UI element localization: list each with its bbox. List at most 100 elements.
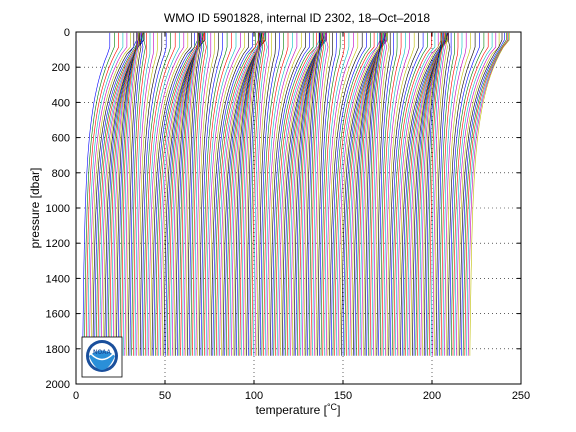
y-tick-label: 600 [52, 133, 70, 145]
profile-line [415, 32, 446, 356]
profile-line [264, 32, 293, 356]
profile-line [442, 32, 463, 356]
profile-line [227, 32, 266, 356]
profile-line [226, 32, 267, 356]
profile-line [254, 32, 269, 356]
profile-line [467, 32, 510, 356]
chart-title: WMO ID 5901828, internal ID 2302, 18–Oct… [164, 11, 430, 25]
profile-line [248, 32, 262, 356]
profile-line [363, 32, 381, 356]
y-tick-label: 1400 [46, 273, 70, 285]
y-tick-label: 1800 [46, 344, 70, 356]
profile-line [85, 32, 119, 356]
profile-line [405, 32, 449, 356]
y-tick-label: 0 [64, 27, 70, 39]
profile-line [182, 32, 198, 356]
y-tick-label: 200 [52, 62, 70, 74]
profile-line [275, 32, 317, 356]
profile-line [412, 32, 448, 356]
profile-line [418, 32, 444, 356]
profile-line [329, 32, 363, 356]
profile-line [178, 32, 200, 356]
profile-line [396, 32, 439, 356]
profile-line [283, 32, 327, 356]
profile-line [82, 32, 111, 356]
profile-line [188, 32, 203, 356]
profile-line [324, 32, 350, 356]
profile-line [403, 32, 448, 356]
x-tick-label: 100 [245, 390, 263, 402]
profile-line [119, 32, 137, 356]
profile-line [435, 32, 451, 356]
profile-line [89, 32, 128, 356]
profile-line [462, 32, 507, 356]
profile-line [217, 32, 262, 356]
profile-line [84, 32, 115, 356]
profile-line [307, 32, 322, 356]
profile-line [364, 32, 381, 356]
profile-line [102, 32, 145, 356]
profile-line [302, 32, 320, 356]
noaa-logo: NOAA [81, 336, 123, 378]
profile-line [222, 32, 266, 356]
profile-line [290, 32, 327, 356]
profile-line [327, 32, 359, 356]
profile-line [430, 32, 445, 356]
profile-line [99, 32, 143, 356]
profile-line [87, 32, 124, 356]
profile-line [344, 32, 388, 356]
profile-line [195, 32, 212, 356]
profile-line [143, 32, 171, 356]
profile-line [116, 32, 139, 356]
profile-line [131, 32, 146, 356]
profile-line [214, 32, 256, 356]
profile-line [251, 32, 266, 356]
profile-line [373, 32, 387, 356]
profile-line [395, 32, 436, 356]
profile-line [200, 32, 223, 356]
profile-line [393, 32, 432, 356]
profile-line [249, 32, 264, 356]
profile-line [266, 32, 298, 356]
profile-line [300, 32, 322, 356]
profile-line [359, 32, 383, 356]
profile-line [171, 32, 203, 356]
profile-line [315, 32, 330, 356]
profile-line [339, 32, 383, 356]
profile-line [183, 32, 199, 356]
profile-line [270, 32, 306, 356]
profile-line [461, 32, 505, 356]
profile-line [298, 32, 322, 356]
profile-line [469, 32, 510, 356]
profile-line [427, 32, 442, 356]
profile-line [449, 32, 480, 356]
axis-ticks: 0 50 100 150 200 250 0 200 400 600 800 1000 1200 1400… [46, 27, 531, 402]
x-axis-title: temperature [°C] [256, 402, 341, 417]
profile-line [236, 32, 262, 356]
profile-line [466, 32, 510, 356]
profile-line [357, 32, 383, 356]
profile-line [173, 32, 202, 356]
profile-line [199, 32, 219, 356]
profile-line [401, 32, 446, 356]
profile-line [322, 32, 345, 356]
profile-line [305, 32, 321, 356]
profile-line [447, 32, 476, 356]
y-tick-label: 1000 [46, 203, 70, 215]
profile-line [356, 32, 385, 356]
profile-line [456, 32, 497, 356]
profile-line [126, 32, 140, 356]
profile-line [112, 32, 141, 356]
profile-line [413, 32, 447, 356]
profile-line [459, 32, 503, 356]
profile-line [256, 32, 273, 356]
profile-line [221, 32, 265, 356]
profile-line [141, 32, 167, 356]
profile-line [136, 32, 154, 356]
profile-line [417, 32, 445, 356]
profile-line [144, 32, 176, 356]
profile-line [242, 32, 259, 356]
profile-line [408, 32, 449, 356]
profile-line [121, 32, 137, 356]
profile-line [117, 32, 139, 356]
